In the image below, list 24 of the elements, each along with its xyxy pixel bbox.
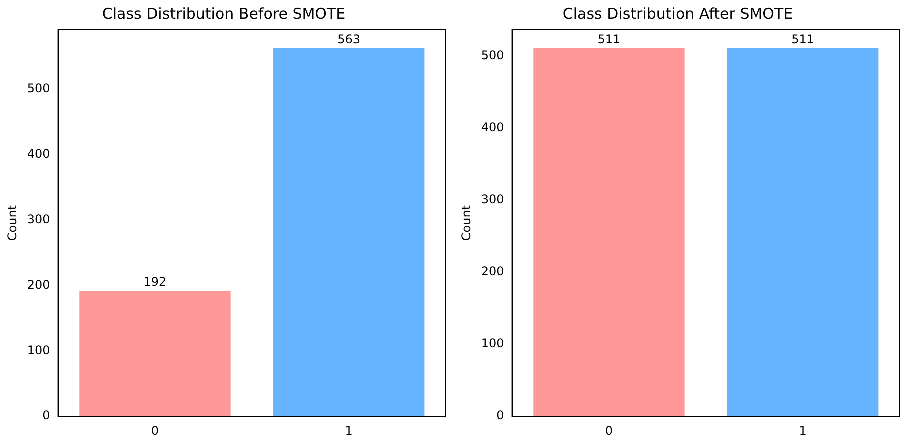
y-tick-label: 0 [42,408,50,423]
chart-title: Class Distribution After SMOTE [562,4,794,23]
y-tick-label: 300 [27,212,50,226]
x-tick-label: 1 [799,424,807,438]
x-tick-label: 0 [151,424,160,438]
y-tick-label: 400 [27,147,50,162]
x-tick-label: 0 [605,424,614,438]
y-axis-title: Count [5,205,20,242]
y-tick-label: 100 [27,343,50,358]
x-tick-label: 1 [345,424,353,438]
data-label: 192 [144,275,167,290]
y-tick-label: 300 [481,192,504,207]
y-tick-label: 100 [481,336,504,351]
y-axis-title: Count [459,205,474,242]
chart-title: Class Distribution Before SMOTE [102,4,346,23]
y-tick-label: 400 [481,120,504,134]
data-label: 511 [792,32,815,46]
y-tick-label: 500 [481,48,504,62]
data-label: 511 [598,32,621,46]
y-tick-label: 200 [481,264,504,279]
y-tick-label: 0 [496,408,504,423]
y-tick-label: 200 [27,278,50,292]
y-tick-label: 500 [27,82,50,96]
data-label: 563 [338,32,361,46]
